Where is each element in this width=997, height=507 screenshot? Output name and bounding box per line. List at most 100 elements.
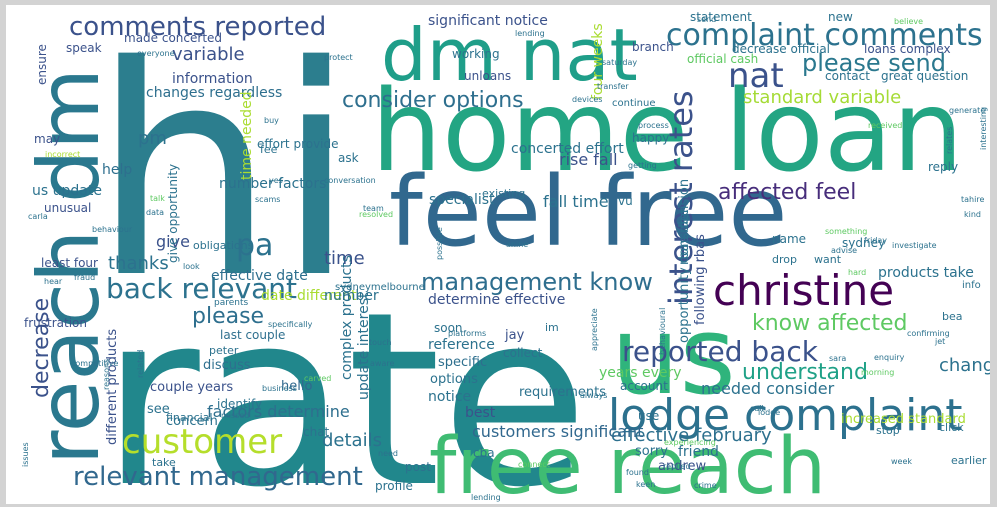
cloud-word: consider options <box>342 88 524 113</box>
cloud-word: sydneymelbourne <box>335 282 425 293</box>
cloud-word: date different <box>261 288 357 304</box>
cloud-word: lending <box>515 29 545 38</box>
cloud-word: relates <box>945 127 954 154</box>
cloud-word: factors determine <box>207 402 350 421</box>
cloud-word: loans complex <box>864 42 951 56</box>
cloud-word: give opportunity <box>166 164 180 263</box>
cloud-word: opportunity consider <box>677 207 692 343</box>
cloud-word: give <box>156 232 190 251</box>
cloud-word: changes regardless <box>146 85 282 101</box>
cloud-word: four weeks <box>590 23 606 100</box>
cloud-word: believe <box>894 17 923 26</box>
cloud-word: christine <box>713 266 894 315</box>
cloud-word: morning <box>861 368 894 377</box>
cloud-word: devices <box>572 95 602 104</box>
cloud-word: details <box>322 430 382 451</box>
cloud-word: use <box>638 409 659 423</box>
cloud-word: need <box>378 449 398 458</box>
cloud-word: reply <box>928 160 958 174</box>
cloud-word: hi <box>92 5 356 342</box>
cloud-word: process <box>638 121 669 130</box>
cloud-word: crime <box>694 481 717 490</box>
cloud-word: specialist <box>429 192 495 208</box>
cloud-word: variable <box>172 44 245 65</box>
cloud-word: name <box>772 232 806 246</box>
cloud-word: connect <box>518 460 550 469</box>
cloud-word: saturday <box>602 58 637 67</box>
cloud-word: last couple <box>220 328 285 342</box>
cloud-word: andrew <box>658 459 707 474</box>
cloud-word: unloans <box>464 69 511 83</box>
cloud-word: existing <box>482 187 525 200</box>
cloud-word: anine <box>506 240 528 249</box>
cloud-word: sorry <box>635 444 668 459</box>
cloud-word: generate <box>949 106 985 115</box>
cloud-word: specific <box>438 355 487 370</box>
cloud-word: friend <box>678 444 719 460</box>
cloud-word: concerted effort <box>511 141 624 157</box>
cloud-word: please send <box>802 49 946 77</box>
cloud-word: fee <box>260 143 278 156</box>
cloud-word: standard variable <box>743 87 901 108</box>
cloud-word: platforms <box>448 329 486 338</box>
cloud-word: behaviour <box>92 225 133 234</box>
cloud-word: years every <box>599 365 682 381</box>
cloud-word: rbas decision <box>677 179 692 265</box>
cloud-word: resolved <box>359 210 393 219</box>
cloud-word: decrease <box>29 298 54 398</box>
cloud-word: enquiry <box>874 353 905 362</box>
cloud-word: different products <box>105 329 120 445</box>
cloud-word: time <box>324 248 365 269</box>
cloud-word: comments reported <box>69 12 326 42</box>
cloud-word: ask <box>338 151 359 165</box>
cloud-word: affected feel <box>718 180 856 205</box>
cloud-word: determine effective <box>428 292 565 308</box>
cloud-word: please <box>192 304 264 329</box>
cloud-word: talk <box>150 194 165 203</box>
cloud-word: kind <box>964 210 981 219</box>
cloud-word: possible <box>435 227 444 260</box>
cloud-word: free reach <box>429 422 826 504</box>
cloud-word: nat <box>728 56 784 96</box>
cloud-word: dm nat <box>381 13 638 97</box>
cloud-word: everyone <box>137 49 175 58</box>
cloud-word: official cash <box>687 52 758 66</box>
cloud-word: keen <box>636 480 655 489</box>
cloud-word: something <box>825 227 867 236</box>
cloud-word: friday <box>864 236 887 245</box>
cloud-word: sara <box>829 354 846 363</box>
cloud-word: continue <box>612 98 655 109</box>
cloud-word: update interest <box>356 292 372 400</box>
cloud-word: investigate <box>892 241 937 250</box>
cloud-word: rise fall <box>559 150 618 169</box>
cloud-word: drop <box>772 253 797 266</box>
cloud-word: frustration <box>24 316 87 330</box>
cloud-word: notice <box>428 389 471 405</box>
cloud-word: needed consider <box>701 379 835 398</box>
cloud-word: least four <box>41 256 98 270</box>
cloud-word: happy <box>632 131 669 145</box>
cloud-word: chat <box>303 425 330 439</box>
cloud-word: fall time <box>543 192 609 211</box>
cloud-word: branch <box>632 40 674 54</box>
cloud-word: best <box>465 405 496 421</box>
cloud-word: decrease official <box>732 42 830 56</box>
cloud-word: time needed <box>239 91 255 180</box>
cloud-word: take <box>152 456 176 469</box>
cloud-word: increased standard <box>841 412 966 427</box>
cloud-word: protect <box>324 53 353 62</box>
cloud-word: feel free <box>389 156 787 268</box>
cloud-word: made concerted <box>124 31 222 45</box>
cloud-word: lodge complaint <box>608 390 963 441</box>
cloud-word: reach dm <box>20 68 118 465</box>
cloud-word: options <box>430 372 478 387</box>
cloud-word: jet <box>934 337 945 346</box>
cloud-word: hard <box>848 268 866 277</box>
cloud-word: speak <box>66 41 102 55</box>
cloud-word: significant notice <box>428 13 548 29</box>
cloud-word: sydney <box>842 236 885 250</box>
cloud-word: lending <box>471 493 501 502</box>
cloud-word: us <box>611 294 736 419</box>
